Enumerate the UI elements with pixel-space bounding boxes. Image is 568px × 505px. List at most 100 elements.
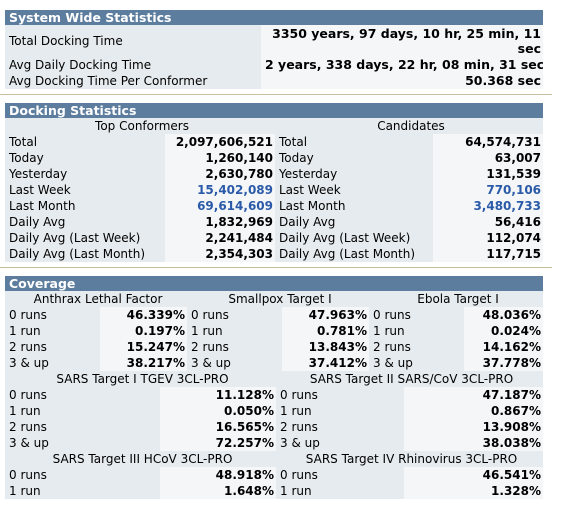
run-count-label: 0 runs [5, 307, 100, 323]
run-count-label: 0 runs [276, 467, 405, 483]
coverage-header: Coverage [5, 276, 543, 291]
coverage-section: Coverage Anthrax Lethal Factor Smallpox T… [5, 276, 544, 499]
table-row: 1 run 0.197% 1 run 0.781% 1 run 0.024% [5, 323, 544, 339]
avg-docking-time-per-conformer-value: 50.368 sec [261, 73, 543, 89]
docking-statistics-section: Docking Statistics Top Conformers Candid… [5, 103, 544, 262]
run-count-label: 2 runs [5, 339, 100, 355]
table-row: Daily Avg (Last Month) 2,354,303 Daily Avg… [5, 246, 544, 262]
table-row: 2 runs 15.247% 2 runs 13.843% 2 runs 14.162% [5, 339, 544, 355]
target-name: Anthrax Lethal Factor [5, 291, 188, 307]
target-header-row: SARS Target III HCoV 3CL-PRO SARS Target … [5, 451, 544, 467]
docking-stats-body: Total 2,097,606,521 Total 64,574,731 Today 1,… [5, 134, 544, 262]
avg-docking-time-per-conformer-label: Avg Docking Time Per Conformer [5, 73, 261, 89]
run-count-label: 1 run [276, 483, 405, 499]
coverage-percent: 0.024% [464, 323, 544, 339]
table-row: Total Docking Time 3350 years, 97 days, … [5, 25, 543, 57]
coverage-percent: 0.197% [100, 323, 188, 339]
top-conformers-header: Top Conformers [5, 118, 275, 134]
conformer-stat-value: 2,630,780 [165, 166, 275, 182]
run-count-label: 3 & up [5, 435, 160, 451]
candidate-stat-link[interactable]: 770,106 [433, 182, 544, 198]
candidates-header: Candidates [275, 118, 544, 134]
run-count-label: 2 runs [5, 419, 160, 435]
conformer-stat-link[interactable]: 69,614,609 [165, 198, 275, 214]
coverage-percent: 37.412% [282, 355, 370, 371]
target-header-row: SARS Target I TGEV 3CL-PRO SARS Target II… [5, 371, 543, 387]
target-name: Smallpox Target I [187, 291, 370, 307]
coverage-percent: 47.187% [404, 387, 543, 403]
candidate-stat-value: 63,007 [433, 150, 544, 166]
candidate-stat-value: 112,074 [433, 230, 544, 246]
coverage-percent: 48.036% [464, 307, 544, 323]
target-name: Ebola Target I [369, 291, 544, 307]
coverage-percent: 47.963% [282, 307, 370, 323]
coverage-table-group3: SARS Target III HCoV 3CL-PRO SARS Target … [5, 451, 544, 499]
run-count-label: 0 runs [369, 307, 465, 323]
total-docking-time-line2: sec [517, 41, 541, 56]
coverage-percent: 1.648% [160, 483, 277, 499]
coverage-percent: 14.162% [464, 339, 544, 355]
coverage-percent: 16.565% [160, 419, 276, 435]
conformer-stat-label: Today [5, 150, 165, 166]
target-header-row: Anthrax Lethal Factor Smallpox Target I Eb… [5, 291, 544, 307]
table-row: Avg Daily Docking Time 2 years, 338 days… [5, 57, 543, 73]
candidate-stat-value: 131,539 [433, 166, 544, 182]
coverage-group3-body: SARS Target III HCoV 3CL-PRO SARS Target … [5, 451, 544, 499]
target-name: SARS Target II SARS/CoV 3CL-PRO [276, 371, 543, 387]
candidate-stat-value: 64,574,731 [433, 134, 544, 150]
candidate-stat-value: 56,416 [433, 214, 544, 230]
coverage-percent: 0.050% [160, 403, 276, 419]
candidate-stat-label: Today [275, 150, 433, 166]
coverage-percent: 48.918% [160, 467, 277, 483]
run-count-label: 0 runs [276, 387, 404, 403]
conformer-stat-label: Yesterday [5, 166, 165, 182]
conformer-stat-value: 1,260,140 [165, 150, 275, 166]
conformer-stat-label: Last Month [5, 198, 165, 214]
coverage-table-group2: SARS Target I TGEV 3CL-PRO SARS Target II… [5, 371, 543, 451]
coverage-percent: 38.217% [100, 355, 188, 371]
total-docking-time-label: Total Docking Time [5, 25, 261, 57]
table-row: 1 run 1.648% 1 run 1.328% [5, 483, 544, 499]
table-row: Avg Docking Time Per Conformer 50.368 se… [5, 73, 543, 89]
table-row: 3 & up 72.257% 3 & up 38.038% [5, 435, 543, 451]
table-row: 0 runs 46.339% 0 runs 47.963% 0 runs 48.036% [5, 307, 544, 323]
run-count-label: 0 runs [5, 387, 160, 403]
candidate-stat-label: Total [275, 134, 433, 150]
candidate-stat-label: Daily Avg [275, 214, 433, 230]
table-row: Last Week 15,402,089 Last Week 770,106 [5, 182, 544, 198]
coverage-percent: 72.257% [160, 435, 276, 451]
run-count-label: 1 run [187, 323, 283, 339]
coverage-group2-body: SARS Target I TGEV 3CL-PRO SARS Target II… [5, 371, 543, 451]
coverage-percent: 0.867% [404, 403, 543, 419]
table-row: 0 runs 11.128% 0 runs 47.187% [5, 387, 543, 403]
run-count-label: 1 run [276, 403, 404, 419]
table-header-row: Top Conformers Candidates [5, 118, 544, 134]
coverage-percent: 38.038% [404, 435, 543, 451]
conformer-stat-label: Daily Avg (Last Month) [5, 246, 165, 262]
table-row: Total 2,097,606,521 Total 64,574,731 [5, 134, 544, 150]
conformer-stat-link[interactable]: 15,402,089 [165, 182, 275, 198]
candidate-stat-label: Daily Avg (Last Month) [275, 246, 433, 262]
table-row: 1 run 0.050% 1 run 0.867% [5, 403, 543, 419]
run-count-label: 1 run [5, 323, 100, 339]
table-row: Daily Avg (Last Week) 2,241,484 Daily Avg … [5, 230, 544, 246]
docking-stats-table: Top Conformers Candidates Total 2,097,606… [5, 118, 544, 262]
run-count-label: 3 & up [5, 355, 100, 371]
candidate-stat-link[interactable]: 3,480,733 [433, 198, 544, 214]
run-count-label: 2 runs [369, 339, 465, 355]
coverage-percent: 1.328% [404, 483, 544, 499]
target-name: SARS Target IV Rhinovirus 3CL-PRO [276, 451, 544, 467]
total-docking-time-value: 3350 years, 97 days, 10 hr, 25 min, 11 s… [261, 25, 543, 57]
coverage-percent: 46.339% [100, 307, 188, 323]
conformer-stat-value: 2,241,484 [165, 230, 275, 246]
conformer-stat-value: 1,832,969 [165, 214, 275, 230]
run-count-label: 3 & up [276, 435, 404, 451]
conformer-stat-label: Daily Avg [5, 214, 165, 230]
candidate-stat-value: 117,715 [433, 246, 544, 262]
conformer-stat-label: Total [5, 134, 165, 150]
system-stats-table: Total Docking Time 3350 years, 97 days, … [5, 25, 543, 89]
conformer-stat-label: Last Week [5, 182, 165, 198]
run-count-label: 1 run [5, 483, 160, 499]
table-row: 2 runs 16.565% 2 runs 13.908% [5, 419, 543, 435]
coverage-percent: 13.843% [282, 339, 370, 355]
